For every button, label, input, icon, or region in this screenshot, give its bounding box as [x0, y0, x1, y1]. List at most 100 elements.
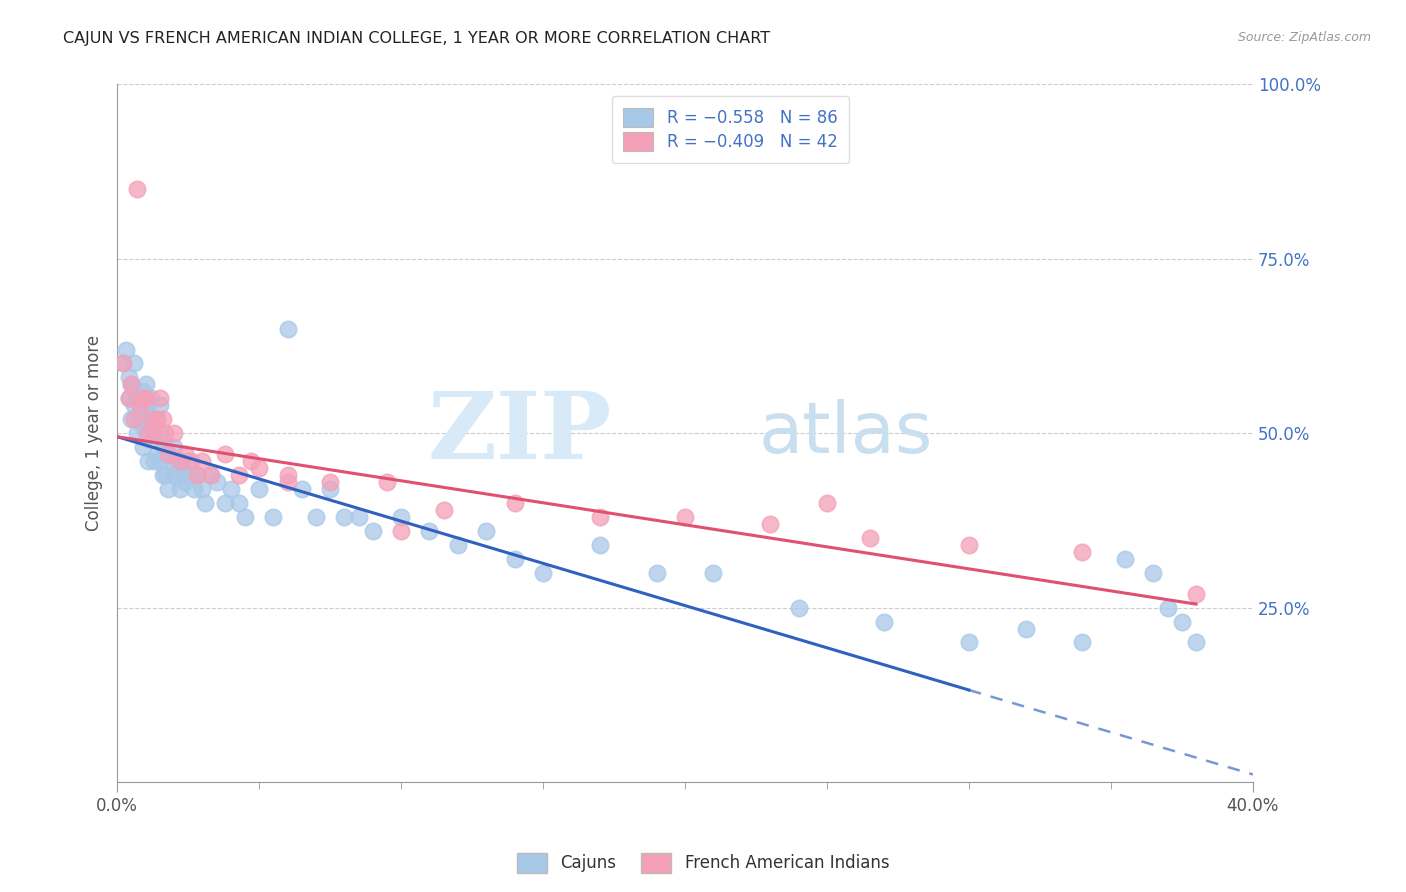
- Point: [957, 538, 980, 552]
- Point: [146, 412, 169, 426]
- Point: [143, 426, 166, 441]
- Point: [120, 377, 142, 392]
- Point: [122, 398, 145, 412]
- Point: [673, 509, 696, 524]
- Point: [200, 468, 222, 483]
- Point: [149, 454, 172, 468]
- Point: [163, 426, 186, 441]
- Point: [1171, 615, 1194, 629]
- Point: [111, 356, 134, 370]
- Point: [191, 482, 214, 496]
- Point: [111, 356, 134, 370]
- Point: [141, 392, 163, 406]
- Point: [146, 447, 169, 461]
- Point: [138, 426, 160, 441]
- Point: [155, 426, 177, 441]
- Point: [858, 531, 880, 545]
- Point: [132, 392, 155, 406]
- Point: [117, 370, 139, 384]
- Point: [152, 468, 174, 483]
- Point: [815, 496, 838, 510]
- Point: [141, 433, 163, 447]
- Point: [361, 524, 384, 538]
- Point: [132, 384, 155, 399]
- Point: [149, 392, 172, 406]
- Point: [160, 454, 183, 468]
- Point: [389, 524, 412, 538]
- Point: [447, 538, 470, 552]
- Point: [957, 635, 980, 649]
- Point: [503, 496, 526, 510]
- Point: [125, 182, 148, 196]
- Point: [531, 566, 554, 580]
- Point: [247, 482, 270, 496]
- Point: [132, 419, 155, 434]
- Point: [319, 482, 342, 496]
- Point: [277, 321, 299, 335]
- Point: [239, 454, 262, 468]
- Point: [180, 468, 202, 483]
- Point: [291, 482, 314, 496]
- Point: [194, 496, 217, 510]
- Point: [589, 509, 612, 524]
- Point: [132, 440, 155, 454]
- Point: [177, 454, 200, 468]
- Point: [180, 454, 202, 468]
- Point: [375, 475, 398, 489]
- Point: [129, 398, 152, 412]
- Point: [1015, 622, 1038, 636]
- Point: [174, 447, 197, 461]
- Text: atlas: atlas: [759, 399, 934, 467]
- Point: [163, 440, 186, 454]
- Point: [503, 551, 526, 566]
- Point: [138, 454, 160, 468]
- Point: [138, 398, 160, 412]
- Point: [1142, 566, 1164, 580]
- Point: [125, 392, 148, 406]
- Point: [135, 405, 157, 419]
- Point: [475, 524, 498, 538]
- Point: [319, 475, 342, 489]
- Point: [1185, 587, 1208, 601]
- Legend: Cajuns, French American Indians: Cajuns, French American Indians: [510, 847, 896, 880]
- Point: [191, 454, 214, 468]
- Point: [228, 468, 250, 483]
- Text: CAJUN VS FRENCH AMERICAN INDIAN COLLEGE, 1 YEAR OR MORE CORRELATION CHART: CAJUN VS FRENCH AMERICAN INDIAN COLLEGE,…: [63, 31, 770, 46]
- Point: [759, 516, 782, 531]
- Point: [418, 524, 440, 538]
- Point: [143, 426, 166, 441]
- Point: [433, 503, 456, 517]
- Point: [1071, 545, 1094, 559]
- Point: [129, 398, 152, 412]
- Point: [135, 377, 157, 392]
- Point: [262, 509, 284, 524]
- Point: [143, 454, 166, 468]
- Point: [200, 468, 222, 483]
- Point: [1185, 635, 1208, 649]
- Point: [702, 566, 724, 580]
- Point: [122, 412, 145, 426]
- Text: Source: ZipAtlas.com: Source: ZipAtlas.com: [1237, 31, 1371, 45]
- Point: [135, 426, 157, 441]
- Point: [183, 482, 205, 496]
- Point: [233, 509, 256, 524]
- Point: [135, 392, 157, 406]
- Point: [787, 600, 810, 615]
- Point: [1156, 600, 1178, 615]
- Legend: R = −0.558   N = 86, R = −0.409   N = 42: R = −0.558 N = 86, R = −0.409 N = 42: [612, 96, 849, 163]
- Point: [277, 468, 299, 483]
- Point: [117, 392, 139, 406]
- Point: [169, 454, 191, 468]
- Point: [645, 566, 668, 580]
- Point: [120, 377, 142, 392]
- Point: [152, 440, 174, 454]
- Point: [1071, 635, 1094, 649]
- Point: [389, 509, 412, 524]
- Point: [138, 426, 160, 441]
- Point: [333, 509, 356, 524]
- Point: [141, 412, 163, 426]
- Point: [186, 468, 208, 483]
- Point: [169, 468, 191, 483]
- Point: [873, 615, 896, 629]
- Point: [347, 509, 370, 524]
